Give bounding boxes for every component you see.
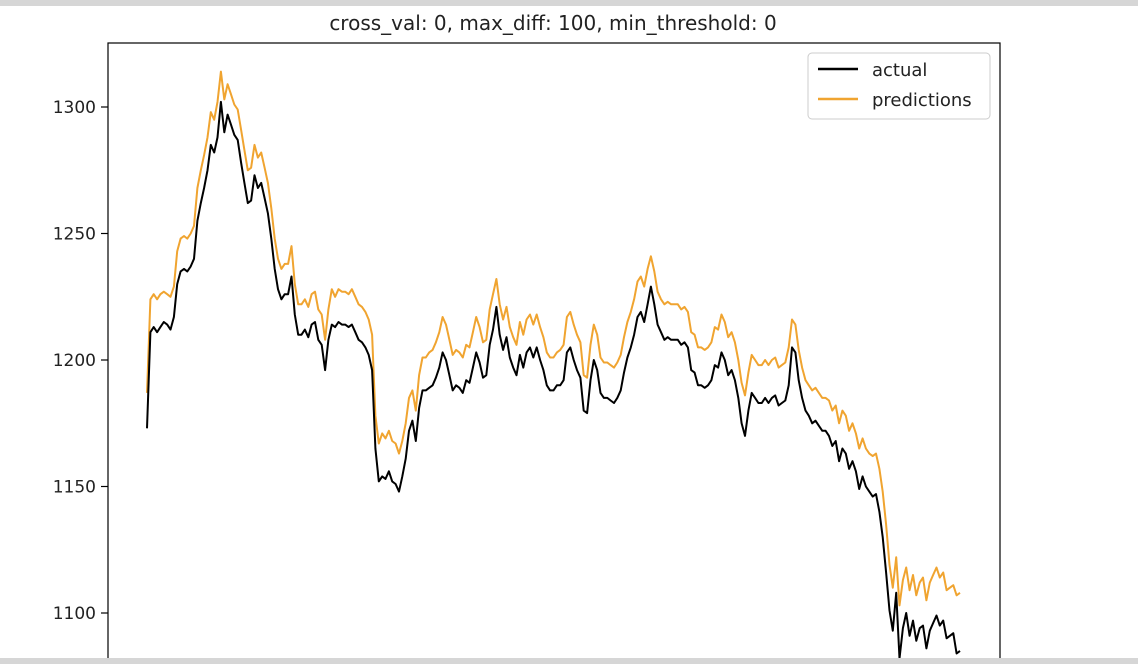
chart-title: cross_val: 0, max_diff: 100, min_thresho… [329,11,776,35]
legend-label-actual: actual [872,60,927,81]
top-window-edge [0,0,1138,6]
plot-lines [146,70,961,660]
series-line-0 [146,100,961,660]
bottom-window-edge [0,658,1138,664]
y-tick-label-2: 1200 [53,351,96,371]
series-line-1 [146,70,961,607]
y-tick-label-0: 1100 [53,604,96,624]
y-tick-label-3: 1250 [53,225,96,245]
y-axis: 1100 1150 1200 1250 1300 [53,98,108,624]
y-tick-label-4: 1300 [53,98,96,118]
y-tick-label-1: 1150 [53,478,96,498]
legend-label-predictions: predictions [872,90,972,111]
legend: actual predictions [807,52,991,120]
plot-frame [107,42,1001,669]
